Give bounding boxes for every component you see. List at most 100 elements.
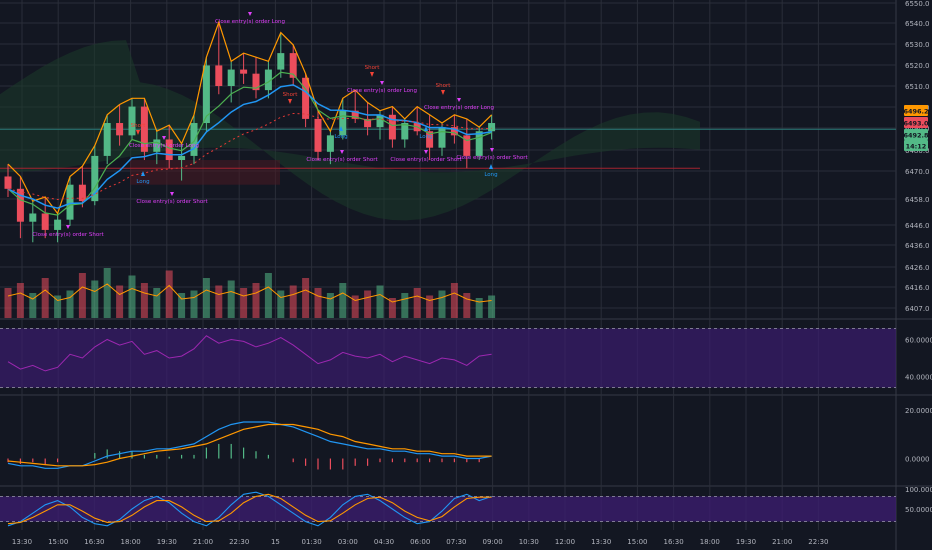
- volume-bar: [215, 285, 223, 318]
- volume-bar: [326, 293, 334, 318]
- stoch-d-line: [7, 493, 492, 525]
- macd-tick-label: 0.0000: [905, 456, 930, 464]
- price-tick-label: 6530.0: [905, 41, 930, 49]
- candle-body: [364, 118, 372, 128]
- close-marker-icon: [340, 150, 344, 154]
- time-tick-label: 19:30: [157, 538, 177, 546]
- volume-bar: [140, 283, 148, 318]
- candle-body: [190, 123, 198, 156]
- candle-body: [165, 139, 173, 161]
- candle-body: [488, 123, 496, 132]
- annotation-label: Close entry(s) order Long: [347, 88, 417, 94]
- volume-bar: [29, 293, 37, 318]
- short-arrow: [441, 90, 445, 95]
- volume-bar: [103, 268, 111, 318]
- close-marker-icon: [490, 148, 494, 152]
- close-marker-icon: [457, 98, 461, 102]
- price-tick-label: 6416.0: [905, 284, 930, 292]
- price-badge-label: 6493.0: [903, 120, 929, 128]
- close-marker-icon: [424, 150, 428, 154]
- time-tick-label: 21:00: [193, 538, 213, 546]
- long-arrow: [141, 171, 145, 176]
- volume-bar: [128, 275, 136, 318]
- annotation-label: Close entry(s) order Long: [424, 105, 494, 111]
- candle-body: [277, 53, 285, 70]
- volume-bar: [277, 290, 285, 318]
- long-arrow: [489, 164, 493, 169]
- volume-bar: [165, 270, 173, 318]
- volume-bar: [178, 293, 186, 318]
- volume-bar: [463, 293, 471, 318]
- ema-mid: [7, 84, 492, 209]
- volume-bar: [190, 290, 198, 318]
- short-arrow: [288, 99, 292, 104]
- price-badge: [904, 129, 928, 140]
- candle-body: [116, 123, 124, 136]
- candle-body: [351, 110, 359, 119]
- annotation-label: Close entry(s) order Short: [456, 155, 528, 161]
- volume-bar: [339, 283, 347, 318]
- volume-bar: [252, 283, 260, 318]
- rsi-tick-label: 60.0000: [905, 337, 932, 345]
- time-tick-label: 13:30: [12, 538, 32, 546]
- price-badge-label: 6492.8: [903, 132, 929, 140]
- annotation-label: Close entry(s) order Long: [129, 143, 199, 149]
- volume-bar: [240, 288, 248, 318]
- stochastic-pane[interactable]: [0, 491, 896, 527]
- volume-bar: [475, 298, 483, 318]
- annotation-label: Close entry(s) order Short: [32, 232, 104, 238]
- volume-bar: [4, 288, 12, 318]
- candle-body: [66, 184, 74, 220]
- close-marker-icon: [162, 136, 166, 140]
- price-tick-label: 6426.0: [905, 264, 930, 272]
- trade-annotations: Close entry(s) order Long Close entry(s) …: [32, 12, 529, 238]
- volume-bar: [66, 290, 74, 318]
- time-tick-label: 12:00: [555, 538, 575, 546]
- time-tick-label: 16:30: [84, 538, 104, 546]
- volume-bar: [78, 273, 86, 318]
- long-arrow: [424, 126, 428, 131]
- candle-body: [29, 213, 37, 222]
- price-tick-label: 6470.0: [905, 168, 930, 176]
- price-badge: [904, 117, 928, 128]
- candle-body: [252, 73, 260, 91]
- time-axis[interactable]: 13:30 15:00 16:30 18:00 19:30 21:00 22:30 15 01:…: [12, 538, 829, 546]
- close-marker-icon: [380, 81, 384, 85]
- short-arrow: [136, 130, 140, 135]
- annotation-label: Short: [131, 123, 147, 129]
- candle-body: [314, 118, 322, 152]
- cloud-bearish: [130, 160, 280, 185]
- rsi-pane[interactable]: [0, 328, 896, 388]
- close-marker-icon: [170, 192, 174, 196]
- price-badge-label: 14:12: [906, 143, 927, 151]
- macd-pane[interactable]: [7, 421, 492, 470]
- candle-body: [202, 65, 210, 124]
- stoch-k-line: [7, 491, 492, 527]
- macd-tick-label: 20.0000: [905, 407, 932, 415]
- volume-ma: [7, 283, 492, 303]
- ema-fast: [7, 71, 492, 216]
- candle-body: [91, 155, 99, 202]
- rsi-line: [7, 335, 492, 372]
- candle-body: [302, 77, 310, 119]
- candle-body: [128, 106, 136, 136]
- time-tick-label: 15:00: [627, 538, 647, 546]
- candle-body: [16, 188, 24, 222]
- candle-body: [153, 139, 161, 152]
- volume-bar: [289, 285, 297, 318]
- volume-bar: [426, 295, 434, 318]
- time-tick-label: 22:30: [808, 538, 828, 546]
- volume-bar: [227, 280, 235, 318]
- candle-body: [388, 114, 396, 140]
- price-tick-label: 6436.0: [905, 242, 930, 250]
- candle-body: [376, 114, 384, 128]
- price-axis[interactable]: 6550.06540.06530.06520.06510.06500.06490…: [905, 0, 932, 514]
- time-tick-label: 01:30: [302, 538, 322, 546]
- price-pane[interactable]: [4, 20, 496, 243]
- time-tick-label: 22:30: [229, 538, 249, 546]
- price-badge-label: 6496.2: [903, 108, 928, 116]
- candle-body: [41, 213, 49, 230]
- stoch-band: [0, 496, 896, 522]
- annotation-label: Short: [283, 92, 299, 98]
